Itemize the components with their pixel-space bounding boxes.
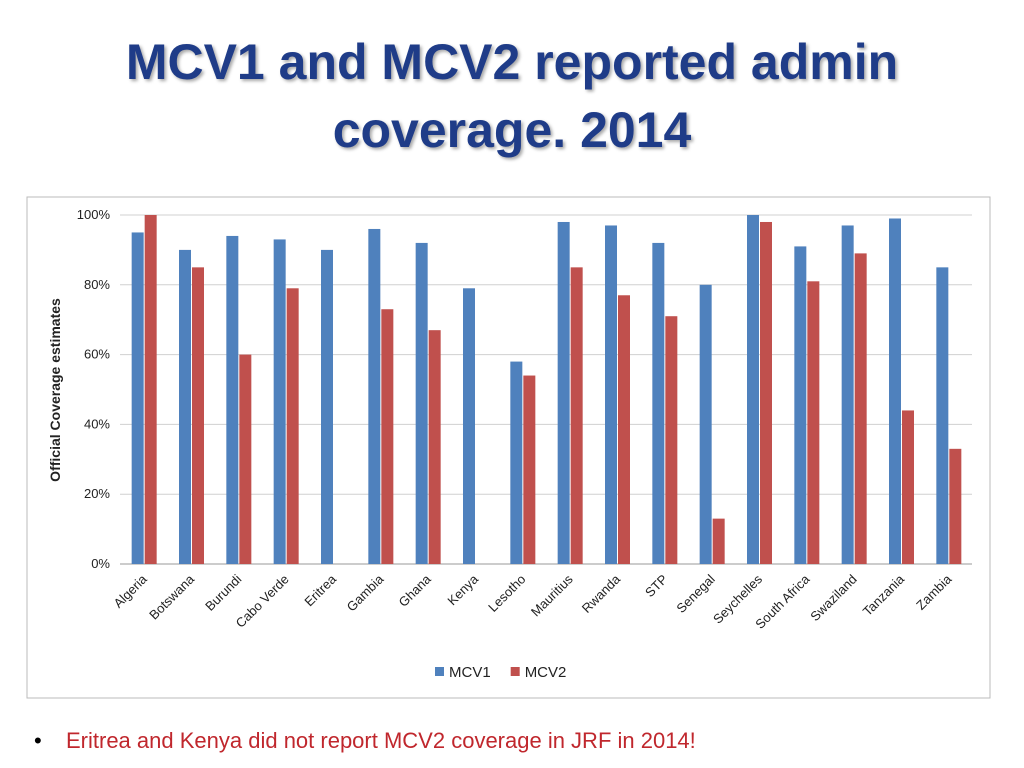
legend-label: MCV2 bbox=[525, 664, 567, 681]
y-tick-label: 60% bbox=[84, 347, 110, 362]
bar bbox=[381, 309, 394, 564]
y-tick-label: 100% bbox=[77, 207, 111, 222]
bar bbox=[747, 215, 759, 564]
bar bbox=[618, 295, 630, 564]
bar bbox=[949, 448, 962, 564]
y-axis-label: Official Coverage estimates bbox=[47, 298, 63, 482]
y-tick-label: 80% bbox=[84, 277, 110, 292]
y-tick-label: 0% bbox=[91, 556, 110, 571]
bar bbox=[415, 242, 428, 565]
legend-swatch bbox=[435, 667, 444, 676]
bullet-note: Eritrea and Kenya did not report MCV2 co… bbox=[66, 728, 696, 754]
bar bbox=[286, 288, 299, 564]
y-tick-label: 40% bbox=[84, 416, 110, 431]
bullet-list: Eritrea and Kenya did not report MCV2 co… bbox=[30, 728, 696, 754]
bar bbox=[854, 253, 867, 564]
bar bbox=[807, 281, 820, 564]
bar bbox=[902, 410, 914, 564]
bar bbox=[665, 316, 678, 564]
slide-title: MCV1 and MCV2 reported admin coverage. 2… bbox=[125, 34, 899, 158]
bar bbox=[179, 249, 191, 564]
bar bbox=[605, 225, 617, 564]
bar bbox=[557, 221, 570, 565]
bar bbox=[239, 354, 252, 564]
bar bbox=[144, 215, 157, 564]
bar bbox=[226, 235, 239, 564]
bar bbox=[652, 242, 665, 565]
bar bbox=[273, 239, 286, 564]
bar bbox=[368, 228, 381, 564]
bar bbox=[841, 225, 854, 564]
bar bbox=[699, 284, 712, 564]
bar bbox=[463, 288, 475, 564]
bar bbox=[192, 267, 204, 564]
bar bbox=[428, 330, 441, 564]
bar bbox=[523, 375, 536, 564]
bar bbox=[570, 267, 583, 564]
bar bbox=[510, 361, 523, 564]
y-tick-label: 20% bbox=[84, 486, 110, 501]
chart: Official Coverage estimates 0% 20% 40% 60% 8… bbox=[26, 196, 991, 699]
bar bbox=[321, 249, 333, 564]
bar bbox=[889, 218, 901, 565]
legend-label: MCV1 bbox=[449, 664, 491, 681]
bar bbox=[131, 232, 144, 564]
bar bbox=[712, 518, 725, 564]
bar bbox=[794, 246, 807, 564]
legend-swatch bbox=[510, 667, 520, 676]
bar bbox=[760, 221, 772, 565]
bar bbox=[936, 267, 949, 564]
